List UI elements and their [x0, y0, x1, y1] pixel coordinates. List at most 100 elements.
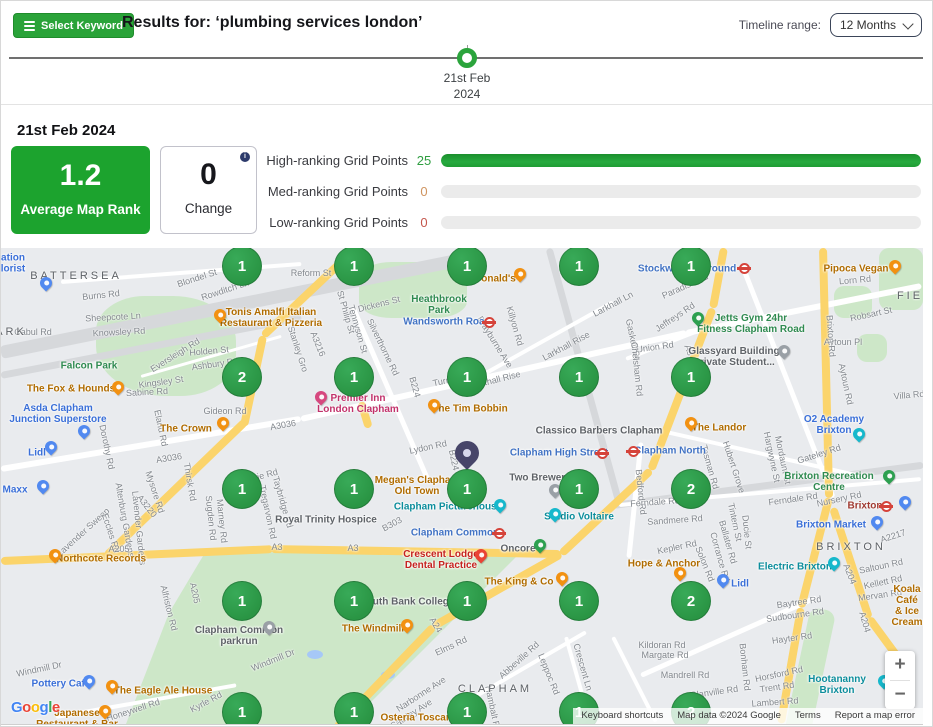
timeline-range-value: 12 Months	[839, 18, 896, 32]
grid-rank-marker[interactable]: 2	[671, 581, 711, 621]
zoom-out-button[interactable]: −	[894, 683, 906, 705]
street-label: A205	[108, 544, 130, 554]
select-keyword-button[interactable]: Select Keyword	[13, 13, 134, 38]
grid-rank-marker[interactable]: 1	[222, 692, 262, 724]
station-icon	[492, 528, 506, 539]
change-card: i 0 Change	[160, 146, 257, 234]
station-icon	[482, 317, 496, 328]
street-label: Burns Rd	[81, 288, 121, 302]
poi-label: lorist	[1, 263, 26, 275]
change-label: Change	[184, 201, 233, 216]
grid-rank-marker[interactable]: 1	[559, 357, 599, 397]
med-ranking-bar	[441, 185, 921, 198]
poi-label: Japanese Restaurant & Bar	[36, 708, 118, 725]
map-attribution-link[interactable]: Report a map error	[834, 710, 915, 721]
grid-rank-marker[interactable]: 2	[222, 357, 262, 397]
map-zoom-controls: + −	[885, 651, 915, 709]
google-logo[interactable]: Google	[11, 699, 60, 716]
poi-label: Crescent Lodge Dental Practice	[403, 549, 479, 571]
poi-label: Clapham Picturehouse	[393, 501, 503, 513]
poi-label: Brixton Market	[795, 519, 867, 531]
street-label: Villa Rd	[893, 388, 923, 402]
timeline-range-dropdown[interactable]: 12 Months	[829, 13, 922, 37]
grid-rank-marker[interactable]: 1	[222, 248, 262, 286]
grid-map[interactable]: + − Google Keyboard shortcuts Map data ©2…	[1, 248, 923, 725]
timeline-selected-date: 21st Feb 2024	[427, 70, 507, 102]
grid-rank-marker[interactable]: 1	[447, 357, 487, 397]
grid-rank-marker[interactable]: 1	[334, 357, 374, 397]
poi-label: Classico Barbers Clapham	[535, 425, 663, 437]
timeline-date-line2: 2024	[453, 87, 481, 101]
park-area	[857, 334, 887, 362]
poi-label: The Windmill	[341, 623, 405, 635]
zoom-in-button[interactable]: +	[894, 654, 906, 676]
grid-rank-marker[interactable]: 1	[671, 248, 711, 286]
grid-rank-marker[interactable]: 1	[334, 581, 374, 621]
grid-rank-marker[interactable]: 1	[222, 581, 262, 621]
low-ranking-label: Low-ranking Grid Points	[269, 215, 408, 230]
timeline-slider-handle[interactable]	[457, 48, 477, 68]
grid-rank-marker[interactable]: 1	[447, 581, 487, 621]
street-label: Stanley Gro	[285, 324, 311, 374]
grid-rank-marker[interactable]: 1	[222, 469, 262, 509]
station-icon	[595, 448, 609, 459]
poi-pin-icon	[75, 422, 93, 440]
main-road	[709, 248, 728, 309]
grid-rank-marker[interactable]: 1	[334, 248, 374, 286]
street-label: Bonham Rd	[737, 642, 753, 692]
poi-label: ation	[1, 252, 25, 264]
street-label: A3036	[155, 451, 183, 465]
poi-label: The Crown	[160, 423, 212, 435]
chevron-down-icon	[902, 17, 914, 30]
google-logo-letter: g	[39, 699, 49, 716]
poi-label: McDonald's	[460, 273, 516, 285]
map-attribution-link[interactable]: Map data ©2024 Google	[677, 710, 781, 721]
street-label: Lydon Rd	[408, 438, 448, 456]
poi-label: Clapham Common parkrun	[194, 625, 284, 647]
grid-rank-marker[interactable]: 1	[671, 357, 711, 397]
high-ranking-bar-fill	[441, 154, 921, 167]
grid-rank-marker[interactable]: 1	[334, 692, 374, 724]
grid-rank-marker[interactable]: 1	[334, 469, 374, 509]
street-label: Saltoun Rd	[858, 556, 904, 576]
grid-rank-marker[interactable]: 1	[559, 581, 599, 621]
grid-rank-marker[interactable]: 1	[559, 248, 599, 286]
street-label: Aytoun Pl	[823, 337, 863, 347]
poi-label: Brixton Recreation Centre	[784, 471, 874, 493]
google-logo-letter: l	[48, 699, 52, 716]
info-icon[interactable]: i	[240, 152, 250, 162]
grid-rank-marker[interactable]: 1	[559, 469, 599, 509]
poi-label: Electric Brixton	[758, 561, 832, 573]
street-label: Larkhall Ln	[591, 289, 635, 319]
poi-label: The King & Co	[484, 576, 554, 588]
street-label: Cabul Rd	[14, 327, 52, 337]
poi-label: Maxx	[2, 484, 28, 496]
grid-rank-marker[interactable]: 1	[447, 248, 487, 286]
grid-rank-marker[interactable]: 2	[671, 469, 711, 509]
street-label: Reform St	[290, 268, 332, 278]
area-label: FIE	[896, 290, 923, 302]
street-label: Kepler Rd	[656, 537, 698, 557]
map-attribution-link[interactable]: Keyboard shortcuts	[581, 710, 664, 721]
map-attribution-link[interactable]: Terms	[794, 710, 821, 721]
poi-label: The Eagle Ale House	[113, 685, 213, 697]
poi-label: South Bank Colleges	[359, 596, 461, 608]
high-ranking-bar	[441, 154, 921, 167]
med-ranking-label: Med-ranking Grid Points	[267, 184, 408, 199]
grid-rank-marker[interactable]: 1	[447, 469, 487, 509]
area-label: CLAPHAM	[457, 683, 533, 695]
street-label: Aytoun Rd	[836, 362, 856, 406]
poi-label: Clapham High Street	[509, 447, 609, 459]
poi-label: Lidl	[28, 447, 46, 459]
google-logo-letter: G	[11, 699, 23, 716]
map-attribution: Keyboard shortcuts Map data ©2024 Google T…	[573, 708, 923, 724]
street-label: Killyon Rd	[504, 305, 526, 347]
timeline-range-label: Timeline range:	[738, 18, 821, 32]
average-map-rank-label: Average Map Rank	[20, 202, 141, 217]
grid-rank-marker[interactable]: 1	[447, 692, 487, 724]
average-map-rank-card: 1.2 Average Map Rank	[11, 146, 150, 234]
pond	[307, 650, 323, 659]
poi-label: Hope & Anchor	[627, 558, 701, 570]
high-ranking-value: 25	[416, 153, 432, 168]
poi-pin-icon	[868, 513, 886, 531]
